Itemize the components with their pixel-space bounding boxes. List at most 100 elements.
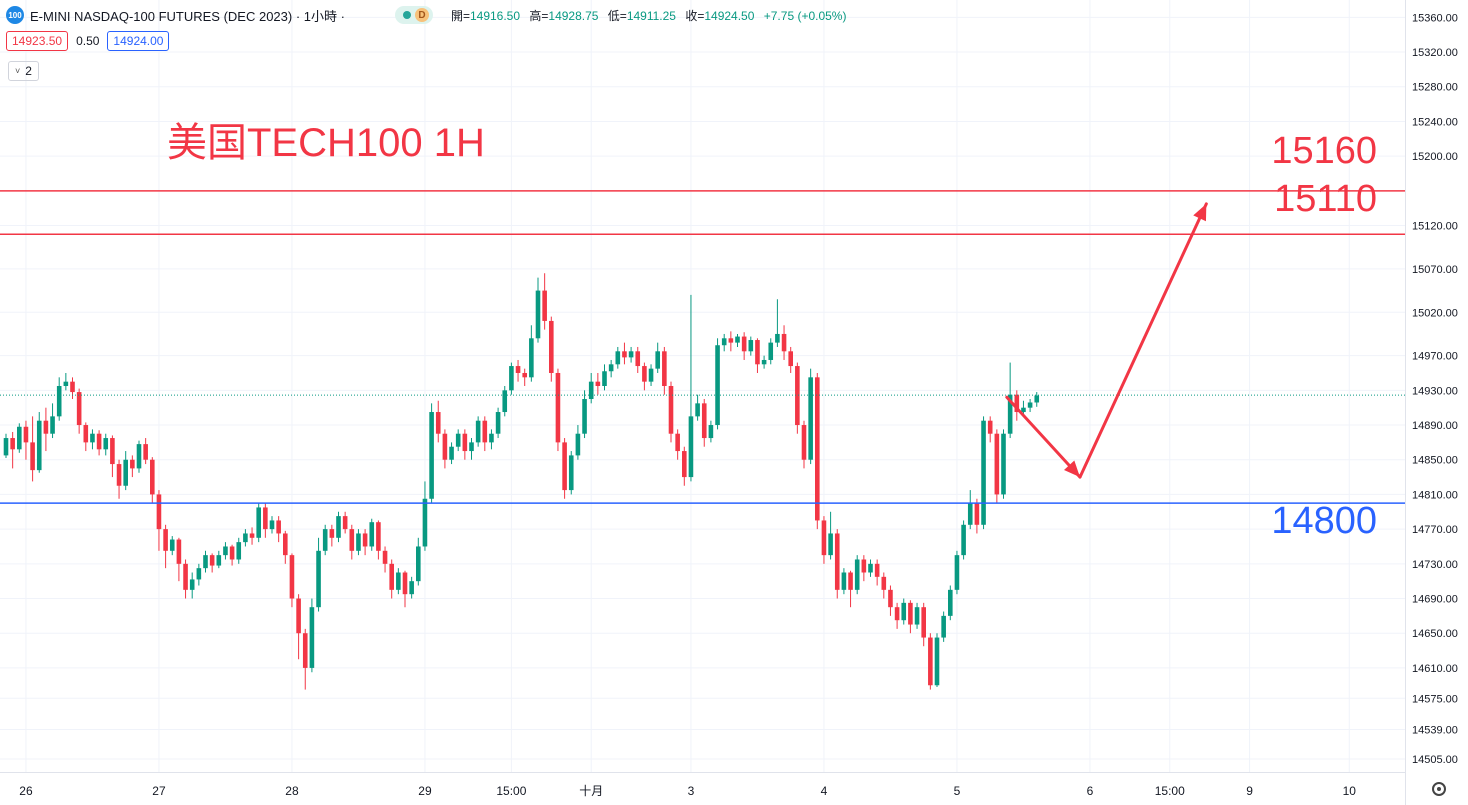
candle	[795, 362, 800, 434]
candle	[688, 294, 694, 482]
candle-body	[874, 563, 880, 577]
candle-body	[449, 446, 454, 460]
candle-body	[329, 529, 335, 538]
candle-body	[881, 576, 887, 590]
candle	[96, 430, 102, 456]
candle	[216, 550, 222, 569]
price-tick-label: 15070.00	[1412, 264, 1458, 276]
candle	[555, 368, 561, 452]
candle	[934, 633, 940, 687]
candle	[967, 490, 973, 530]
candle	[263, 503, 268, 538]
price-tick-label: 14650.00	[1412, 628, 1458, 640]
candle-body	[342, 516, 348, 530]
candle	[322, 524, 328, 556]
market-status[interactable]: D	[394, 6, 433, 24]
candle-body	[17, 426, 22, 450]
candle	[941, 611, 946, 642]
buy-price-button[interactable]: 14924.00	[107, 31, 170, 51]
candle	[908, 600, 913, 634]
ohlc-open-value: 14916.50	[469, 8, 521, 23]
candle-body	[442, 433, 448, 460]
candle-body	[76, 392, 82, 426]
price-tick-label: 14610.00	[1412, 663, 1458, 675]
ohlc-change: +7.75 (+0.05%)	[763, 8, 847, 23]
candle-body	[735, 336, 740, 343]
candle	[708, 420, 714, 443]
candle	[575, 425, 581, 460]
candle-body	[635, 351, 641, 367]
candle	[735, 333, 740, 347]
candle-body	[169, 539, 175, 551]
candle-body	[628, 351, 634, 358]
candle-body	[216, 555, 222, 566]
time-axis[interactable]: 26 27 28 29 15:00 十月 3 4 5 6 15:00 9 10	[0, 772, 1405, 799]
candle-body	[575, 433, 581, 456]
candle	[203, 550, 208, 573]
candle-body	[868, 563, 873, 573]
candle-body	[848, 572, 853, 590]
price-axis[interactable]: 14505.00 14539.00 14575.00 14610.00 14650.00…	[1405, 0, 1468, 805]
candle	[642, 362, 647, 391]
candle	[715, 338, 720, 430]
candle-body	[908, 602, 913, 625]
candle	[655, 342, 660, 373]
candle-body	[861, 559, 867, 573]
candle-body	[249, 533, 255, 538]
time-tick-label: 十月	[579, 784, 603, 798]
sell-price-button[interactable]: 14923.50	[6, 31, 69, 51]
candle-body	[568, 455, 574, 491]
candle-body	[276, 520, 281, 534]
candle	[834, 529, 840, 599]
indicators-toggle[interactable]: ˅ 2	[8, 61, 39, 81]
arrow-head	[1064, 460, 1080, 478]
candle-body	[728, 338, 734, 343]
candle	[130, 455, 135, 478]
level-annotation: 15160	[1271, 130, 1377, 172]
candle-body	[894, 607, 900, 621]
candle-body	[269, 520, 275, 530]
candle-body	[36, 420, 42, 471]
candle-body	[588, 381, 594, 400]
candle-body	[542, 290, 547, 321]
candle	[628, 346, 634, 363]
horizontal-levels[interactable]: 15160.0015110.0014800.00151601511014800	[0, 130, 1465, 542]
candle	[396, 568, 401, 595]
candle-body	[987, 420, 993, 434]
candle	[928, 633, 933, 690]
candle	[83, 422, 89, 452]
candle-body	[595, 381, 601, 386]
candle	[648, 364, 654, 386]
candle	[741, 332, 747, 360]
candle-body	[788, 351, 793, 367]
candle	[309, 598, 315, 673]
candle-body	[369, 522, 375, 547]
candle	[10, 431, 15, 469]
candle-body	[1014, 394, 1020, 413]
gear-icon[interactable]	[1432, 782, 1446, 796]
candle-body	[302, 633, 308, 668]
candle-body	[362, 533, 368, 547]
candle	[874, 559, 880, 586]
candle	[110, 435, 115, 478]
candle-body	[974, 503, 980, 525]
symbol-title[interactable]: E-MINI NASDAQ-100 FUTURES (DEC 2023) · 1…	[30, 8, 345, 24]
candle-body	[110, 438, 115, 465]
price-tick-label: 14850.00	[1412, 455, 1458, 467]
candle	[482, 416, 488, 452]
candle	[289, 553, 295, 608]
candle	[63, 372, 69, 391]
chevron-down-icon: ˅	[15, 66, 21, 76]
candle	[914, 602, 920, 629]
candle-body	[834, 533, 840, 590]
candle-body	[934, 637, 940, 686]
candle	[329, 524, 335, 547]
forecast-path[interactable]	[1005, 202, 1208, 479]
ohlc-high-label: 高=	[529, 8, 549, 23]
candle	[529, 325, 534, 382]
candle	[422, 481, 428, 551]
price-tick-label: 15360.00	[1412, 12, 1458, 24]
candle-body	[136, 444, 142, 469]
chart-grid	[0, 0, 1405, 772]
